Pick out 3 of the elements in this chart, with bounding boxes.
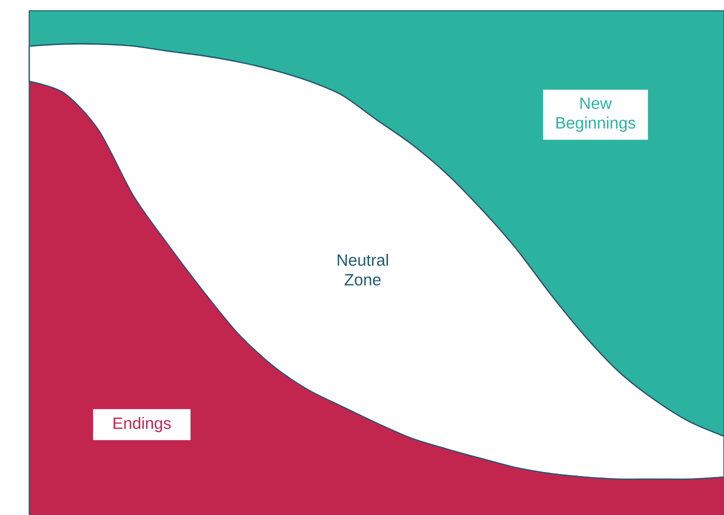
series-label: Neutral Zone (338, 254, 388, 286)
series-label: New Beginnings (556, 97, 636, 132)
series-label: Endings (114, 416, 171, 432)
